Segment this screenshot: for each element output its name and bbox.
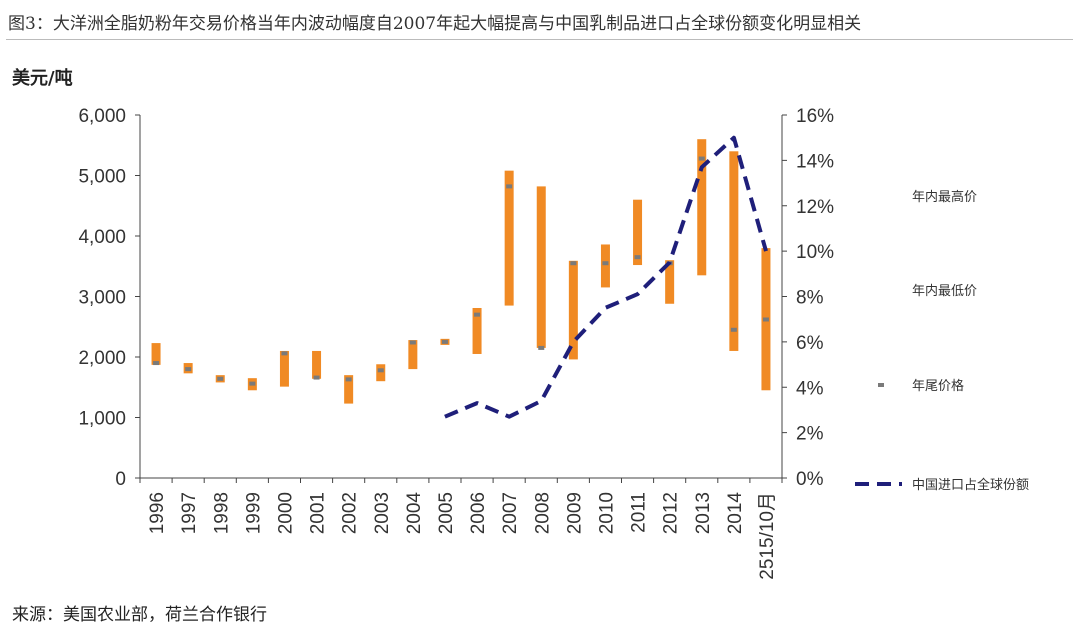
x-tick-label: 2002 xyxy=(340,492,361,534)
y-axis-unit-label: 美元/吨 xyxy=(12,68,73,89)
x-tick-label: 2003 xyxy=(372,492,393,534)
high-low-bar xyxy=(376,364,386,382)
x-tick-label: 2011 xyxy=(629,492,650,533)
high-low-bar xyxy=(344,375,354,404)
legend-label-year-end: 年尾价格 xyxy=(912,378,964,394)
high-low-bar xyxy=(472,307,482,354)
high-low-bar xyxy=(151,343,161,365)
x-tick-label: 1998 xyxy=(211,492,232,534)
y-left-tick-label: 6,000 xyxy=(78,106,126,127)
high-low-bar xyxy=(279,350,289,387)
title-divider xyxy=(6,39,1073,40)
year-end-marker xyxy=(313,375,320,380)
x-tick-label: 2001 xyxy=(308,492,329,534)
high-low-bar xyxy=(729,151,739,351)
year-end-marker xyxy=(570,261,577,266)
x-tick-label: 2007 xyxy=(500,492,521,534)
y-left-tick-label: 2,000 xyxy=(78,348,126,369)
high-low-bar xyxy=(633,199,643,266)
x-tick-label: 2009 xyxy=(564,492,585,534)
figure-title: 图3：大洋洲全脂奶粉年交易价格当年内波动幅度自2007年起大幅提高与中国乳制品进… xyxy=(8,14,862,34)
y-left-tick-label: 0 xyxy=(115,469,126,490)
y-left-tick-label: 3,000 xyxy=(78,288,126,309)
high-low-bar xyxy=(312,350,322,379)
high-low-bar xyxy=(697,139,707,276)
y-right-tick-label: 8% xyxy=(796,288,824,309)
x-tick-label: 2010 xyxy=(596,492,617,534)
year-end-marker xyxy=(762,317,769,322)
x-tick-label: 1999 xyxy=(243,492,264,534)
x-tick-label: 2000 xyxy=(275,492,296,534)
legend-label-share: 中国进口占全球份额 xyxy=(912,477,1029,493)
high-low-bar xyxy=(408,340,418,370)
x-tick-label: 1996 xyxy=(147,492,168,534)
year-end-marker xyxy=(698,156,705,161)
x-tick-label: 1997 xyxy=(179,492,200,534)
year-end-marker xyxy=(281,351,288,356)
year-end-marker xyxy=(474,312,481,317)
x-tick-label: 2008 xyxy=(532,492,553,534)
legend-label-low: 年内最低价 xyxy=(912,283,977,299)
y-right-tick-label: 0% xyxy=(796,469,824,490)
year-end-marker xyxy=(634,255,641,260)
year-end-marker xyxy=(602,261,609,266)
y-left-tick-label: 4,000 xyxy=(78,227,126,248)
y-left-tick-label: 5,000 xyxy=(78,167,126,188)
high-low-bar xyxy=(568,260,578,360)
x-tick-label: 2005 xyxy=(436,492,457,534)
y-right-tick-label: 12% xyxy=(796,197,834,218)
high-low-bar xyxy=(665,260,675,304)
figure-title-row: 图3：大洋洲全脂奶粉年交易价格当年内波动幅度自2007年起大幅提高与中国乳制品进… xyxy=(0,0,1079,40)
x-tick-label: 2013 xyxy=(693,492,714,534)
y-left-tick-label: 1,000 xyxy=(78,409,126,430)
x-tick-label: 2006 xyxy=(468,492,489,534)
y-right-tick-label: 14% xyxy=(796,151,834,172)
legend-marker-year-end xyxy=(878,383,884,387)
high-low-bar xyxy=(504,170,514,306)
year-end-marker xyxy=(409,340,416,345)
y-right-tick-label: 10% xyxy=(796,242,834,263)
year-end-marker xyxy=(730,327,737,332)
y-right-tick-label: 16% xyxy=(796,106,834,127)
x-tick-label: 2014 xyxy=(725,492,746,535)
x-tick-label: 2515/10月 xyxy=(757,492,778,580)
high-low-bar xyxy=(600,244,610,288)
year-end-marker xyxy=(345,377,352,382)
year-end-marker xyxy=(538,345,545,350)
x-tick-label: 2012 xyxy=(661,492,682,534)
legend-label-high: 年内最高价 xyxy=(912,189,977,205)
year-end-marker xyxy=(217,376,224,381)
year-end-marker xyxy=(185,367,192,372)
year-end-marker xyxy=(377,368,384,373)
source-note: 来源：美国农业部，荷兰合作银行 xyxy=(12,605,267,625)
y-right-tick-label: 4% xyxy=(796,378,824,399)
y-right-tick-label: 6% xyxy=(796,333,824,354)
x-tick-label: 2004 xyxy=(404,492,425,535)
year-end-marker xyxy=(153,361,160,366)
year-end-marker xyxy=(441,339,448,344)
year-end-marker xyxy=(249,381,256,386)
high-low-bar xyxy=(536,186,546,348)
year-end-marker xyxy=(506,184,513,189)
y-right-tick-label: 2% xyxy=(796,424,824,445)
